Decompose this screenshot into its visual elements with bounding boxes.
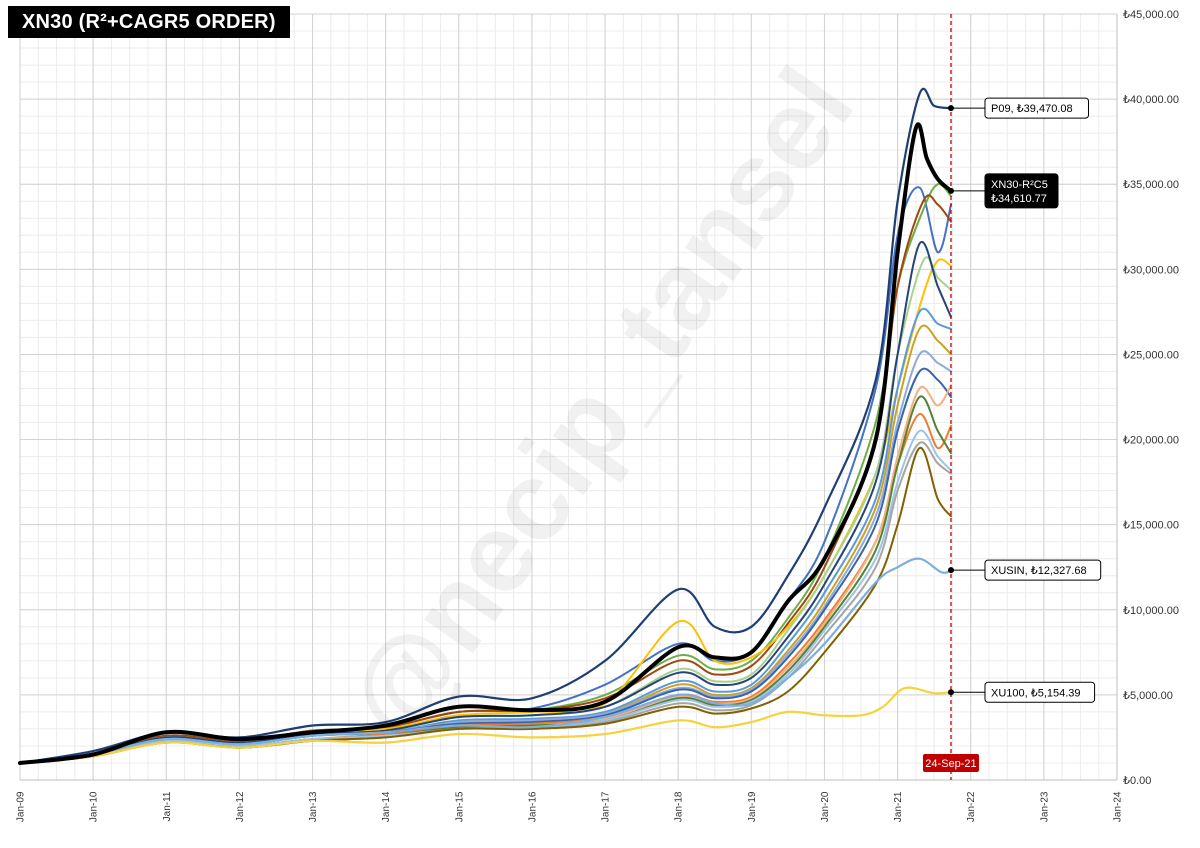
y-tick-label: ₺35,000.00 [1123,179,1179,191]
y-tick-label: ₺20,000.00 [1123,435,1179,447]
callout-label: ₺34,610.77 [991,193,1047,205]
series-line-highlighted [18,557,953,765]
callout-label: P09, ₺39,470.08 [991,103,1073,115]
x-tick-label: Jan-15 [454,791,465,822]
y-tick-label: ₺45,000.00 [1123,9,1179,21]
x-tick-label: Jan-11 [162,791,173,821]
x-tick-label: Jan-20 [820,791,831,822]
y-tick-label: ₺0.00 [1123,775,1151,787]
callout-box [984,97,1089,119]
x-tick-label: Jan-09 [16,791,27,822]
x-tick-label: Jan-17 [601,791,612,822]
date-marker: 24-Sep-21 [922,14,979,780]
y-tick-label: ₺10,000.00 [1123,605,1179,617]
axes [20,14,1118,781]
x-tick-label: Jan-18 [674,791,685,822]
callout-box [984,559,1102,581]
marker-label: 24-Sep-21 [925,758,976,770]
x-tick-label: Jan-19 [747,791,758,822]
callout-dot [947,689,954,696]
callout-dot [947,105,954,112]
y-tick-label: ₺5,000.00 [1123,690,1173,702]
series-line-highlighted [18,686,953,765]
callout-dot [947,567,954,574]
x-tick-label: Jan-14 [381,791,392,822]
y-tick-label: ₺25,000.00 [1123,349,1179,361]
callout-label: XU100, ₺5,154.39 [991,687,1081,699]
y-tick-label: ₺15,000.00 [1123,520,1179,532]
x-tick-label: Jan-23 [1039,791,1050,822]
callout-box [984,681,1096,703]
x-tick-labels: Jan-09 Jan-10 Jan-11 Jan-12 Jan-13 Jan-14 Jan-… [16,791,1124,822]
y-tick-label: ₺40,000.00 [1123,94,1179,106]
callout-box [984,173,1059,209]
callout-label: XN30-R²C5 [991,179,1048,191]
series-line [19,240,952,764]
y-tick-label: ₺30,000.00 [1123,264,1179,276]
callout-dot [947,187,954,194]
marker-label-box [922,754,979,772]
x-tick-label: Jan-16 [527,791,538,822]
y-tick-labels: ₺0.00 ₺5,000.00 ₺10,000.00 ₺15,000.00 ₺20,00… [1123,9,1179,787]
chart-title: XN30 (R²+CAGR5 ORDER) [8,6,290,38]
series-line-highlighted [18,122,953,765]
x-tick-label: Jan-10 [89,791,100,822]
series-callouts: P09, ₺39,470.08 XN30-R²C5 ₺34,610.77 XUSIN,… [947,97,1102,703]
x-tick-label: Jan-22 [966,791,977,822]
callout-label: XUSIN, ₺12,327.68 [991,565,1087,577]
x-tick-label: Jan-21 [893,791,904,822]
highlighted-series-lines [18,87,953,765]
x-tick-label: Jan-24 [1113,791,1124,822]
x-tick-label: Jan-13 [308,791,319,822]
series-line [19,429,952,764]
x-tick-label: Jan-12 [235,791,246,822]
